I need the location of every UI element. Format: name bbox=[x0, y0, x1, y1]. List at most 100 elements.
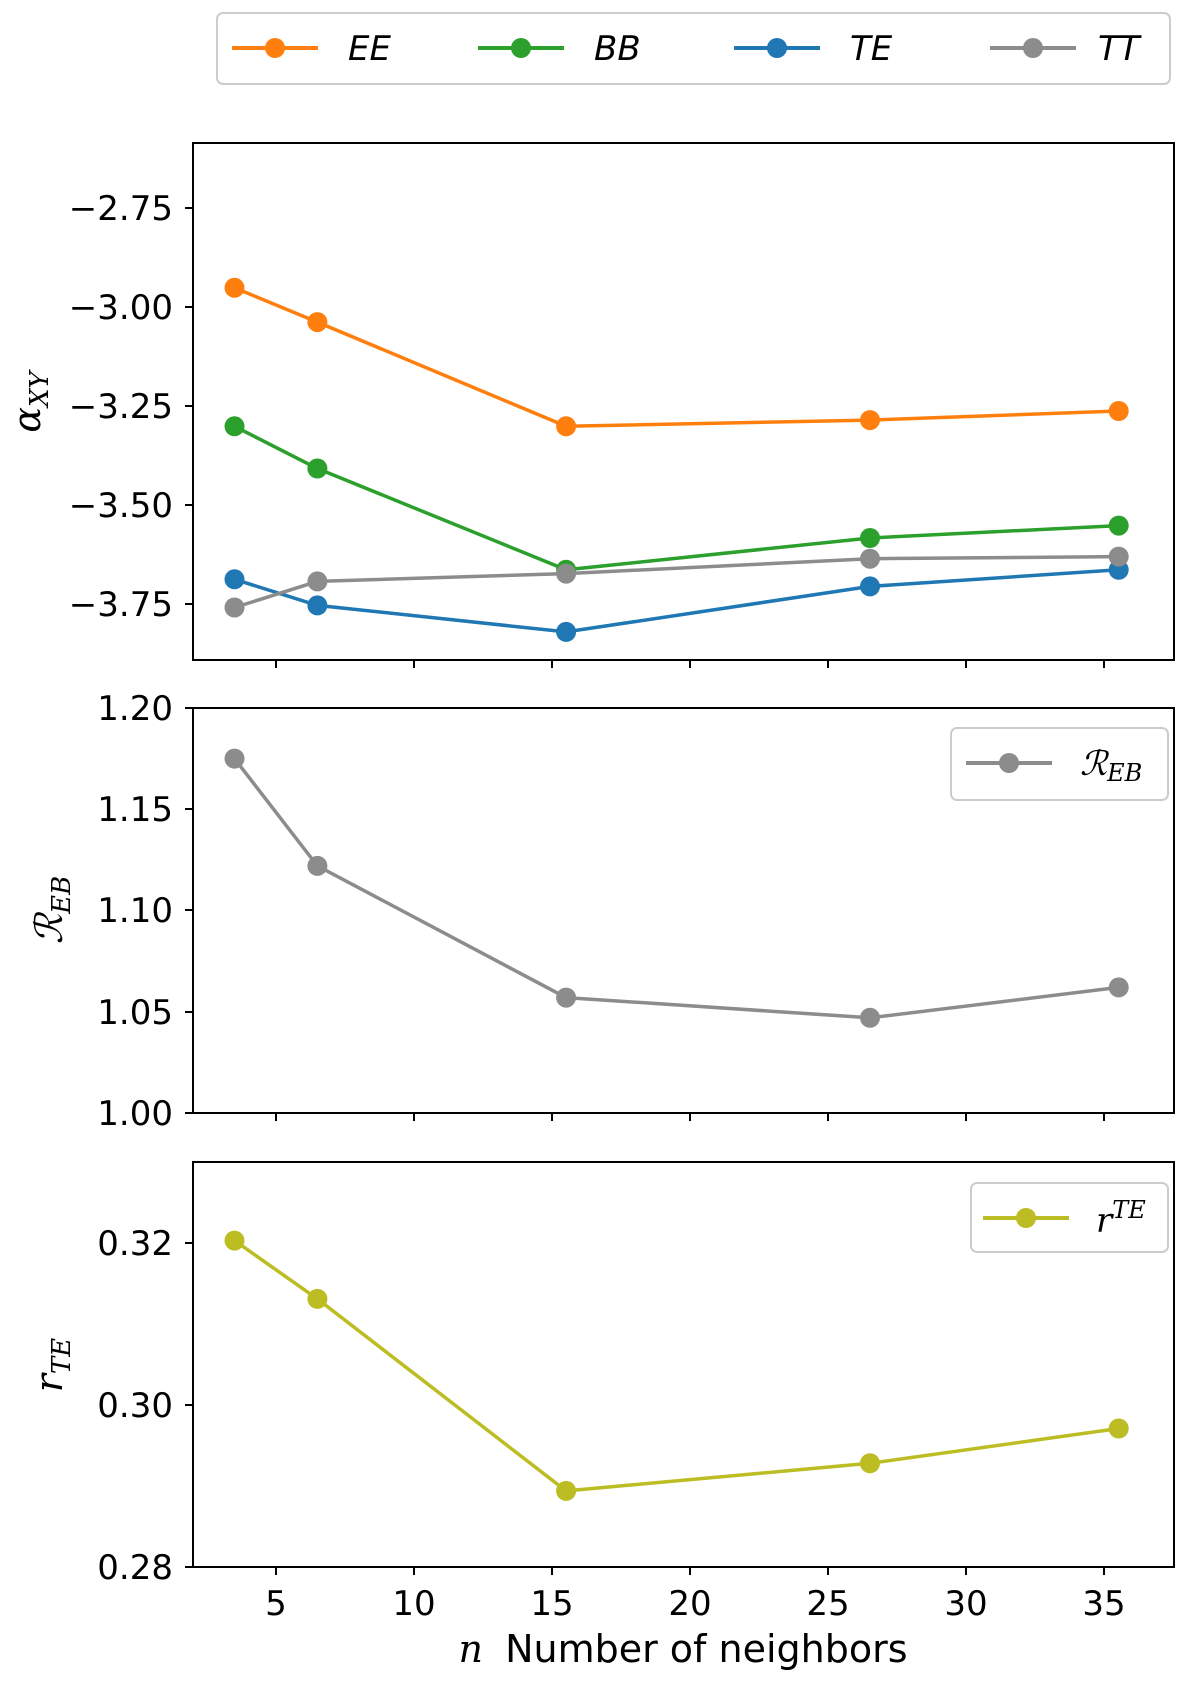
ytick-label: 1.10 bbox=[97, 891, 173, 931]
ytick-label: 0.28 bbox=[97, 1548, 173, 1588]
x-axis-variable: n bbox=[458, 1627, 482, 1671]
ytick-label: 1.15 bbox=[97, 790, 173, 830]
legend-label-main: r bbox=[1096, 1201, 1114, 1241]
legend-label-sup: TE bbox=[1112, 1196, 1146, 1224]
ytick-label: −3.75 bbox=[69, 585, 173, 625]
xtick-label: 15 bbox=[530, 1584, 573, 1624]
panel-rte-frame bbox=[192, 1161, 1175, 1568]
data-point-r-eb bbox=[860, 1007, 880, 1028]
series-line-ee bbox=[233, 286, 1119, 429]
series-line-bb bbox=[233, 424, 1119, 572]
panel-rte-yticks: 0.32 0.30 0.28 bbox=[97, 1224, 193, 1588]
panel-reb-legend-frame bbox=[950, 727, 1169, 801]
ytick-label: −3.25 bbox=[69, 387, 173, 427]
data-point-ee bbox=[556, 416, 577, 437]
ytick-label: −2.75 bbox=[69, 189, 173, 229]
series-line-r-te bbox=[233, 1239, 1119, 1493]
ylabel-sub: EB bbox=[47, 876, 77, 915]
data-point-bb bbox=[1108, 515, 1129, 536]
panel-rte-ylabel: rTE bbox=[27, 1338, 77, 1393]
ylabel-sub: XY bbox=[25, 368, 55, 409]
legend-label-rte: rTE bbox=[1096, 1196, 1146, 1241]
data-point-r-eb bbox=[556, 987, 577, 1008]
ytick-label: 0.32 bbox=[97, 1224, 173, 1264]
ylabel-main: r bbox=[27, 1371, 71, 1392]
data-point-r-te bbox=[1108, 1418, 1129, 1439]
data-point-tt bbox=[224, 597, 245, 618]
legend-label-reb: ℛEB bbox=[1080, 744, 1142, 787]
panel-alpha-xticks bbox=[275, 660, 1105, 668]
ytick-label: −3.00 bbox=[69, 288, 173, 328]
panel-alpha-frame bbox=[192, 142, 1175, 661]
ytick-label: 1.05 bbox=[97, 993, 173, 1033]
data-point-ee bbox=[860, 410, 880, 431]
panel-reb-yticks: 1.20 1.15 1.10 1.05 1.00 bbox=[97, 689, 193, 1134]
xtick-label: 20 bbox=[668, 1584, 711, 1624]
ytick-label: 1.20 bbox=[97, 689, 173, 729]
data-point-tt bbox=[1108, 546, 1129, 567]
legend-marker-te bbox=[767, 38, 787, 58]
panel-alpha-series bbox=[224, 277, 1129, 642]
data-point-ee bbox=[1108, 401, 1129, 421]
xtick-label: 10 bbox=[392, 1584, 435, 1624]
data-point-ee bbox=[224, 277, 245, 298]
ylabel-main: ℛ bbox=[27, 911, 71, 944]
panel-alpha-ylabel: αXY bbox=[5, 368, 55, 432]
panel-alpha: −2.75 −3.00 −3.25 −3.50 −3.75 αXY bbox=[5, 142, 1175, 668]
xtick-label: 5 bbox=[265, 1584, 287, 1624]
ytick-label: −3.50 bbox=[69, 486, 173, 526]
data-point-ee bbox=[307, 312, 328, 333]
legend-label-main: ℛ bbox=[1080, 744, 1110, 784]
legend-marker-reb bbox=[999, 753, 1019, 773]
panel-reb: 1.20 1.15 1.10 1.05 1.00 ℛEB bbox=[27, 689, 1175, 1134]
xtick-label: 25 bbox=[806, 1584, 849, 1624]
panel-reb-xticks bbox=[275, 1113, 1105, 1121]
ylabel-main: α bbox=[5, 407, 49, 433]
legend-marker-tt bbox=[1023, 38, 1043, 58]
legend-label-ee: EE bbox=[348, 29, 391, 69]
xtick-label: 30 bbox=[944, 1584, 987, 1624]
data-point-r-eb bbox=[224, 748, 245, 769]
panel-rte-series bbox=[224, 1230, 1129, 1501]
x-axis-label: n Number of neighbors bbox=[458, 1627, 907, 1671]
panel-rte: 0.32 0.30 0.28 5 10 15 20 25 30 35 rTE bbox=[27, 1161, 1175, 1624]
top-legend: EE BB TE TT bbox=[216, 12, 1171, 85]
legend-label-bb: BB bbox=[594, 29, 641, 69]
data-point-tt bbox=[556, 563, 577, 584]
panel-reb-ylabel: ℛEB bbox=[27, 876, 77, 944]
data-point-te bbox=[224, 569, 245, 590]
data-point-te bbox=[556, 621, 577, 642]
legend-entry-bb: BB bbox=[478, 29, 641, 69]
ytick-label: 0.30 bbox=[97, 1386, 173, 1426]
ylabel-sub: TE bbox=[47, 1338, 77, 1374]
data-point-bb bbox=[307, 458, 328, 479]
data-point-tt bbox=[307, 571, 328, 592]
panel-alpha-yticks: −2.75 −3.00 −3.25 −3.50 −3.75 bbox=[69, 189, 193, 625]
legend-marker-ee bbox=[265, 38, 285, 58]
panel-reb-legend: ℛEB bbox=[950, 727, 1169, 801]
legend-marker-rte bbox=[1016, 1208, 1036, 1228]
legend-label-te: TE bbox=[850, 29, 893, 69]
ytick-label: 1.00 bbox=[97, 1094, 173, 1134]
x-axis-text: Number of neighbors bbox=[505, 1627, 907, 1671]
data-point-bb bbox=[860, 528, 880, 548]
legend-entry-ee: EE bbox=[232, 29, 391, 69]
panel-reb-series bbox=[224, 748, 1129, 1028]
data-point-te bbox=[860, 576, 880, 597]
legend-entry-tt: TT bbox=[990, 29, 1142, 69]
data-point-te bbox=[307, 595, 328, 616]
legend-entry-te: TE bbox=[734, 29, 893, 69]
panel-rte-legend: rTE bbox=[970, 1182, 1169, 1253]
panel-rte-legend-frame bbox=[970, 1182, 1169, 1253]
data-point-r-te bbox=[860, 1453, 880, 1474]
data-point-tt bbox=[860, 548, 880, 569]
data-point-r-eb bbox=[1108, 977, 1129, 998]
panel-rte-xticks: 5 10 15 20 25 30 35 bbox=[265, 1567, 1126, 1624]
data-point-r-eb bbox=[307, 855, 328, 876]
series-line-tt bbox=[233, 554, 1119, 610]
top-legend-frame bbox=[216, 12, 1171, 85]
legend-marker-bb bbox=[511, 38, 531, 58]
data-point-bb bbox=[224, 416, 245, 437]
data-point-r-te bbox=[224, 1230, 245, 1251]
